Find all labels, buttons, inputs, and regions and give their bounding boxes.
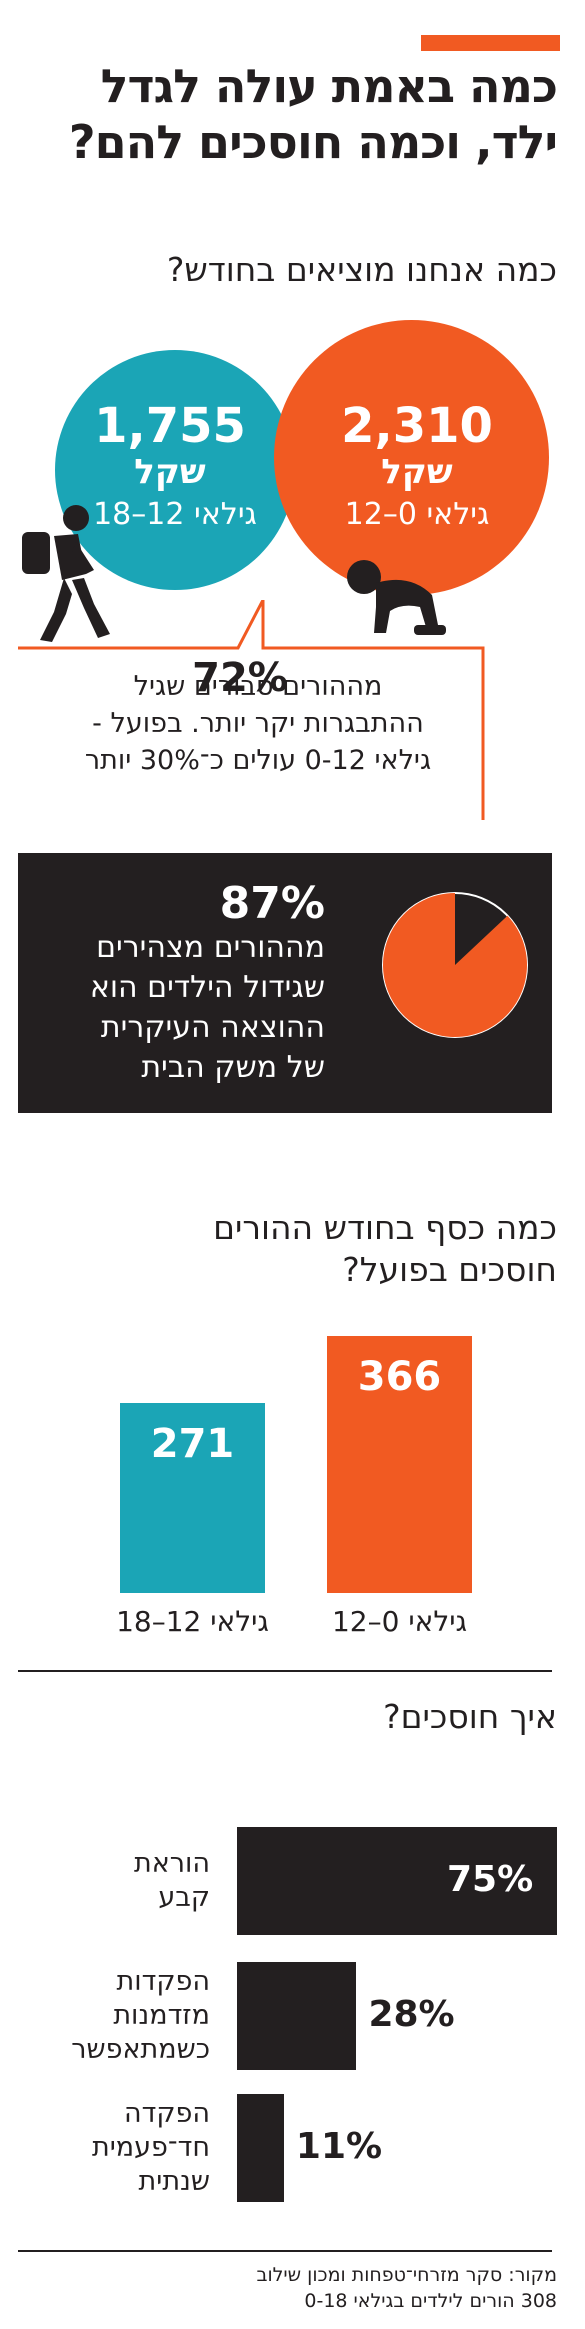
pie-share-slice <box>383 893 527 1037</box>
stat87-text: מההורים מצהירים שגידול הילדים הוא ההוצאה… <box>45 928 325 1088</box>
stat87-line-4: של משק הבית <box>141 1050 325 1085</box>
savings-title-line-1: כמה כסף בחודש ההורים <box>213 1208 557 1247</box>
how-bar-label-2-line-1: חד־פעמית <box>91 2132 210 2163</box>
spend-circle-0-12 <box>274 320 549 595</box>
source-note: מקור: סקר מזרחי־טפחות ומכון שילוב 308 הו… <box>17 2262 557 2314</box>
how-bar-label-1-line-0: הפקדות <box>116 1966 211 1997</box>
callout-percent: 72% <box>192 655 288 701</box>
callout-text: מההורים סבורים שגיל ההתבגרות יקר יותר. ב… <box>23 668 493 779</box>
how-bar-value-0: 75% <box>447 1859 534 1900</box>
savings-bar-value-1: 271 <box>150 1420 235 1467</box>
savings-bar-1 <box>120 1402 265 1593</box>
spend-value-12-18: 1,755 <box>94 398 246 454</box>
callout-line-3: גילאי 0-12 עולים כ־30% יותר <box>84 745 432 776</box>
spend-age-12-18: גילאי 12–18 <box>93 497 257 532</box>
how-bar-label-1-line-2: כשמתאפשר <box>71 2034 210 2065</box>
source-line-1: מקור: סקר מזרחי־טפחות ומכון שילוב <box>256 2264 557 2286</box>
callout-line-1: מההורים סבורים שגיל <box>133 671 383 702</box>
headline-line-2: ילד, וכמה חוסכים להם? <box>68 115 558 169</box>
spend-value-0-12: 2,310 <box>341 398 493 454</box>
how-bar-label-2: הפקדה חד־פעמית שנתית <box>20 2097 210 2199</box>
section-divider <box>18 1670 552 1672</box>
savings-chart-title: כמה כסף בחודש ההורים חוסכים בפועל? <box>17 1207 557 1291</box>
how-bar-label-2-line-2: שנתית <box>138 2166 210 2197</box>
spend-circle-12-18 <box>55 350 295 590</box>
how-bar-label-0-line-0: הוראת <box>133 1848 210 1879</box>
callout-frame <box>18 600 485 820</box>
spend-currency-0-12: שקל <box>381 452 453 492</box>
savings-title-line-2: חוסכים בפועל? <box>342 1250 557 1289</box>
how-bar-label-1-line-1: מזדמנות <box>113 2000 210 2031</box>
savings-bar-value-0: 366 <box>357 1354 442 1400</box>
savings-bar-label-0: גילאי 0–12 <box>331 1605 468 1638</box>
how-bar-0 <box>237 1827 557 1935</box>
stat87-pie <box>382 892 528 1038</box>
source-divider <box>18 2250 552 2252</box>
spend-age-0-12: גילאי 0–12 <box>344 497 490 532</box>
how-chart-title: איך חוסכים? <box>383 1697 557 1736</box>
how-bar-2 <box>237 2094 284 2202</box>
how-bar-value-1: 28% <box>368 1994 455 2035</box>
how-bar-label-0-line-1: קבע <box>158 1882 210 1913</box>
source-line-2: 308 הורים לילדים בגילאי 0-18 <box>304 2290 557 2312</box>
how-bar-label-2-line-0: הפקדה <box>123 2098 210 2129</box>
savings-bar-0 <box>327 1336 472 1593</box>
spend-currency-12-18: שקל <box>134 452 206 492</box>
teen-walking-icon <box>22 505 110 642</box>
baby-crawling-icon <box>347 560 446 635</box>
spend-title: כמה אנחנו מוציאים בחודש? <box>166 250 557 289</box>
stat87-line-1: מההורים מצהירים <box>96 930 325 965</box>
how-bar-label-1: הפקדות מזדמנות כשמתאפשר <box>20 1965 210 2067</box>
how-bar-1 <box>237 1962 357 2070</box>
headline: כמה באמת עולה לגדל ילד, וכמה חוסכים להם? <box>17 58 558 170</box>
stat87-line-3: ההוצאה העיקרית <box>100 1010 325 1045</box>
callout-line-2: ההתבגרות יקר יותר. בפועל - <box>92 708 424 739</box>
how-bar-value-2: 11% <box>295 2126 383 2167</box>
stat87-percent: 87% <box>219 878 325 929</box>
savings-bar-label-1: גילאי 12–18 <box>116 1605 269 1638</box>
headline-line-1: כמה באמת עולה לגדל <box>100 59 558 113</box>
header-accent-bar <box>421 35 560 51</box>
stat87-line-2: שגידול הילדים הוא <box>89 970 325 1005</box>
how-bar-label-0: הוראת קבע <box>20 1847 210 1915</box>
